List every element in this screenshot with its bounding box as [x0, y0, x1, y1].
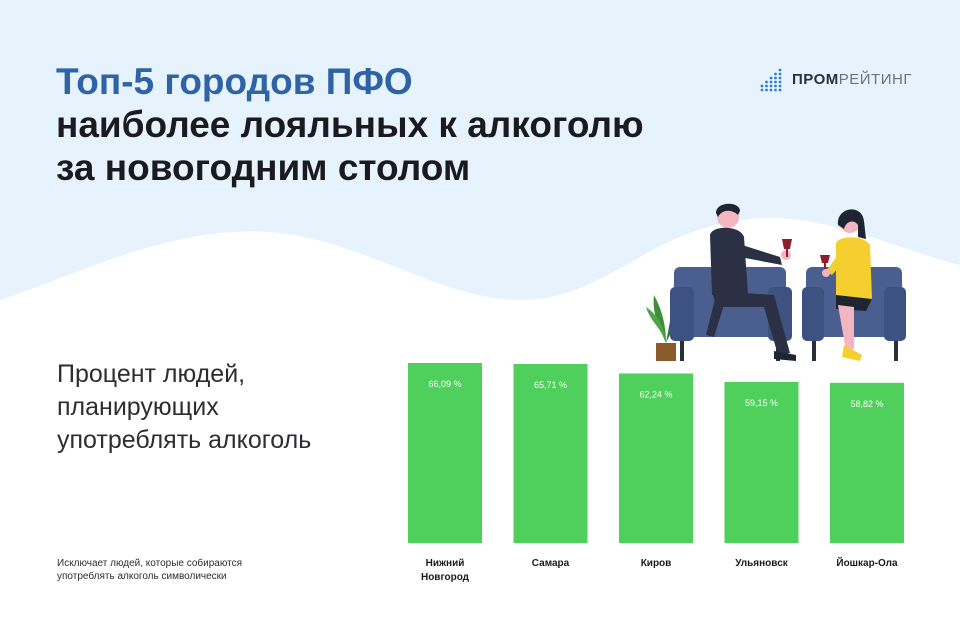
chart-subtitle: Процент людей, планирующих употреблять а…	[57, 360, 312, 454]
title-line-3: за новогодним столом	[56, 147, 471, 188]
title-line-2: наиболее лояльных к алкоголю	[56, 104, 644, 145]
woman-figure	[820, 209, 872, 361]
people-on-armchairs-illustration	[646, 203, 906, 361]
title-line-1: Топ-5 городов ПФО	[56, 61, 413, 102]
man-figure	[706, 203, 796, 361]
logo-text-part-1: ПРОМ	[792, 70, 839, 88]
page-title: Топ-5 городов ПФО наиболее лояльных к ал…	[56, 60, 644, 189]
footnote: Исключает людей, которые собираются упот…	[57, 558, 243, 582]
brand-logo: ПРОМРЕЙТИНГ	[760, 66, 912, 92]
logo-text-part-2: РЕЙТИНГ	[838, 70, 912, 88]
dot-bars-icon	[760, 68, 782, 92]
logo-text: ПРОМРЕЙТИНГ	[792, 71, 912, 88]
